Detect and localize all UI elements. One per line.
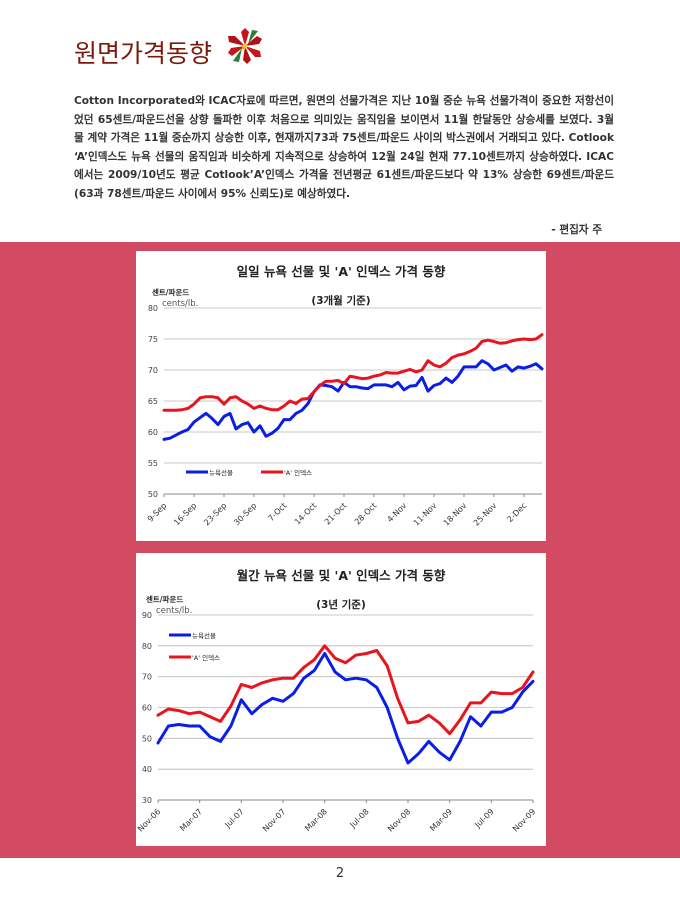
chart-title: 월간 뉴욕 선물 및 'A' 인덱스 가격 동향 xyxy=(237,568,446,583)
x-tick-label: 7-Oct xyxy=(266,501,288,523)
y-axis-label-unit: cents/lb. xyxy=(156,606,192,616)
y-tick-label: 40 xyxy=(142,765,152,774)
y-tick-label: 65 xyxy=(148,397,158,406)
x-tick-label: 23-Sep xyxy=(202,501,228,527)
y-axis-label-korean: 센트/파운드 xyxy=(146,594,183,604)
page-number: 2 xyxy=(335,866,345,881)
x-tick-label: 18-Nov xyxy=(442,501,469,528)
daily-chart-svg: 일일 뉴욕 선물 및 'A' 인덱스 가격 동향 (3개월 기준) 센트/파운드 ce… xyxy=(146,264,544,528)
y-tick-label: 50 xyxy=(148,490,158,499)
y-tick-label: 90 xyxy=(142,611,152,620)
x-tick-label: 2-Dec xyxy=(505,501,528,524)
x-tick-label: 11-Nov xyxy=(412,501,439,528)
series-line-0 xyxy=(156,652,535,765)
y-tick-label: 60 xyxy=(142,704,152,713)
x-tick-label: Mar-08 xyxy=(303,807,329,833)
x-tick-label: Nov-08 xyxy=(386,807,412,833)
monthly-price-chart: 월간 뉴욕 선물 및 'A' 인덱스 가격 동향 (3년 기준) 센트/파운드 cen… xyxy=(136,553,546,846)
monthly-chart-svg: 월간 뉴욕 선물 및 'A' 인덱스 가격 동향 (3년 기준) 센트/파운드 cen… xyxy=(136,568,537,834)
x-tick-label: Jul-09 xyxy=(473,807,496,830)
x-tick-label: Nov-07 xyxy=(261,807,287,833)
x-tick-label: 16-Sep xyxy=(172,501,198,527)
y-axis-label-korean: 센트/파운드 xyxy=(152,287,189,297)
x-tick-label: 28-Oct xyxy=(353,501,379,527)
series-line-1 xyxy=(162,333,544,412)
page-title: 원면가격동향 xyxy=(74,39,213,68)
legend-label: 뉴욕선물 xyxy=(192,631,216,640)
daily-price-chart: 일일 뉴욕 선물 및 'A' 인덱스 가격 동향 (3개월 기준) 센트/파운드 ce… xyxy=(136,251,546,541)
y-tick-label: 80 xyxy=(148,304,158,313)
y-tick-label: 55 xyxy=(148,459,158,468)
y-tick-label: 80 xyxy=(142,642,152,651)
x-tick-label: 30-Sep xyxy=(232,501,258,527)
x-tick-label: 25-Nov xyxy=(472,501,499,528)
y-axis-label-unit: cents/lb. xyxy=(162,299,198,309)
x-tick-label: 14-Oct xyxy=(293,501,319,527)
x-tick-label: Nov-09 xyxy=(511,807,537,833)
article-paragraph: Cotton Incorporated와 ICAC자료에 따르면, 원면의 선물… xyxy=(74,95,614,200)
x-tick-label: 21-Oct xyxy=(323,501,349,527)
y-tick-label: 75 xyxy=(148,335,158,344)
x-tick-label: Mar-07 xyxy=(178,807,204,833)
x-tick-label: Jul-08 xyxy=(348,807,371,830)
y-tick-label: 50 xyxy=(142,734,152,743)
chart-subtitle: (3개월 기준) xyxy=(311,294,370,307)
legend-label: 'A' 인덱스 xyxy=(284,468,312,477)
legend-label: 뉴욕선물 xyxy=(209,468,233,477)
y-tick-label: 70 xyxy=(142,673,152,682)
y-tick-label: 70 xyxy=(148,366,158,375)
poinsettia-icon xyxy=(228,28,262,64)
x-tick-label: Mar-09 xyxy=(428,807,454,833)
y-tick-label: 60 xyxy=(148,428,158,437)
chart-title: 일일 뉴욕 선물 및 'A' 인덱스 가격 동향 xyxy=(237,264,446,279)
y-tick-label: 30 xyxy=(142,796,152,805)
x-tick-label: 9-Sep xyxy=(146,501,169,524)
x-tick-label: 4-Nov xyxy=(385,501,408,524)
editor-signature: - 편집자 주 xyxy=(551,224,602,236)
legend-label: 'A' 인덱스 xyxy=(192,653,220,662)
series-line-0 xyxy=(162,359,544,441)
chart-subtitle: (3년 기준) xyxy=(316,598,366,611)
x-tick-label: Jul-07 xyxy=(223,807,246,830)
series-line-1 xyxy=(156,644,535,736)
x-tick-label: Nov-06 xyxy=(136,807,162,833)
